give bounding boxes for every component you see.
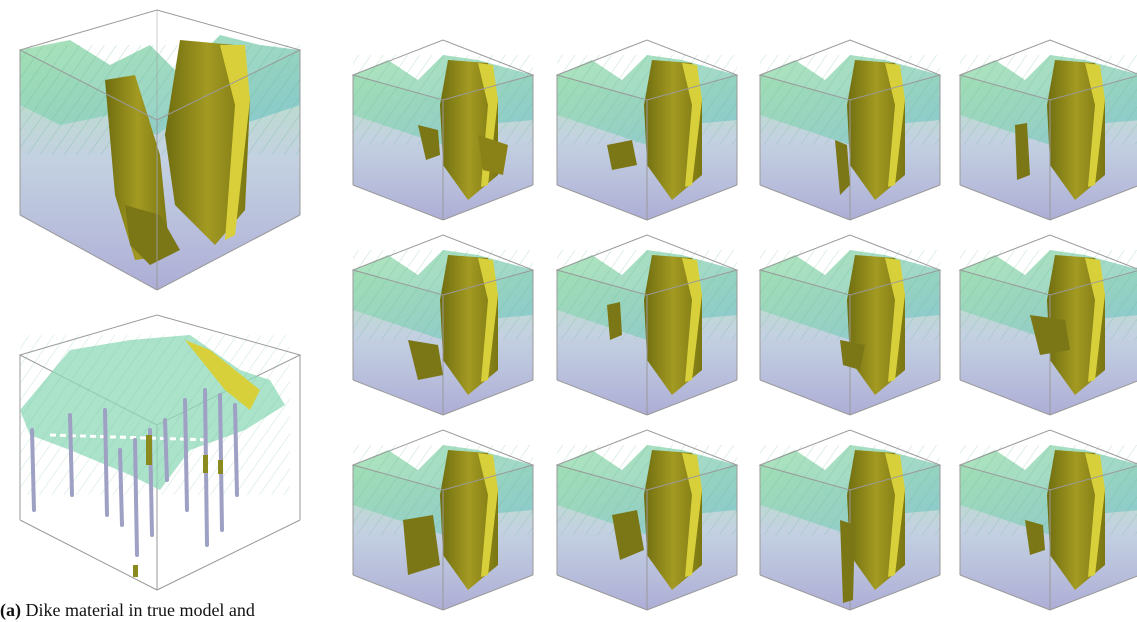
sample-cube	[959, 39, 1137, 221]
sample-cube	[352, 429, 534, 611]
true-model-cube	[10, 5, 305, 295]
caption-tag: (a)	[0, 600, 21, 620]
sample-cube	[352, 234, 534, 416]
sample-cube	[556, 234, 738, 416]
sample-cube	[759, 429, 941, 611]
sample-grid	[340, 0, 1137, 622]
sample-cube	[959, 234, 1137, 416]
sample-cube	[556, 39, 738, 221]
borehole-data-cube	[10, 310, 305, 595]
sample-cube	[556, 429, 738, 611]
figure-caption: (a) Dike material in true model and	[0, 600, 255, 621]
sample-cube	[759, 234, 941, 416]
sample-cube	[759, 39, 941, 221]
sample-cube	[959, 429, 1137, 611]
caption-text: Dike material in true model and	[25, 600, 255, 620]
sample-cube	[352, 39, 534, 221]
